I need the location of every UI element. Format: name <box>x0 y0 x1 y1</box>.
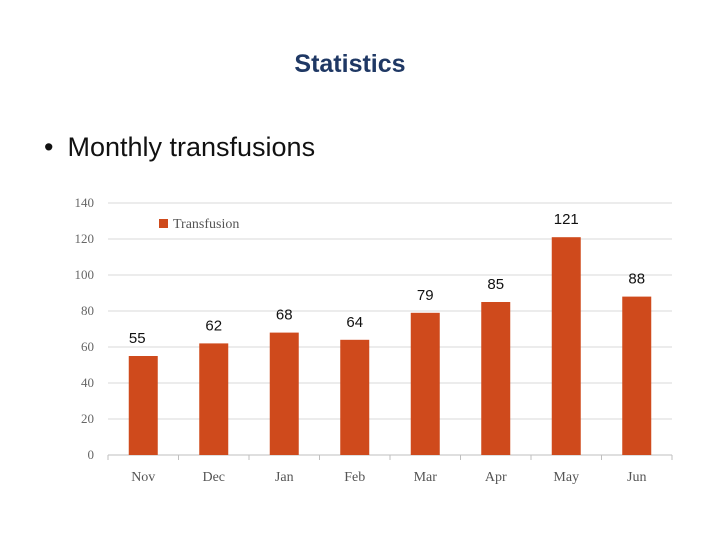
bar <box>481 302 511 455</box>
x-tick-label: Apr <box>485 470 507 485</box>
x-tick-label: Feb <box>344 470 365 485</box>
slide-title: Statistics <box>294 50 406 78</box>
y-tick-label: 140 <box>75 195 95 210</box>
bar <box>269 332 299 455</box>
data-label: 62 <box>205 317 222 334</box>
data-label: 55 <box>129 330 146 347</box>
x-tick-label: Nov <box>131 470 155 485</box>
y-tick-label: 60 <box>81 339 94 354</box>
data-label: 85 <box>487 276 504 293</box>
x-tick-label: Jun <box>627 470 646 485</box>
y-tick-label: 20 <box>81 411 94 426</box>
bullet-dot: • <box>44 132 54 162</box>
bar <box>551 237 581 455</box>
legend-swatch <box>159 219 168 228</box>
x-tick-label: Mar <box>414 470 438 485</box>
bar <box>410 312 440 455</box>
data-label: 121 <box>554 211 579 228</box>
bar <box>199 343 229 455</box>
y-tick-label: 120 <box>75 231 95 246</box>
data-label: 64 <box>346 314 363 331</box>
legend-label: Transfusion <box>173 217 239 232</box>
data-label: 68 <box>276 307 293 324</box>
bullet-item: • Monthly transfusions <box>44 132 315 163</box>
bullet-text: Monthly transfusions <box>67 132 316 162</box>
x-tick-label: Dec <box>202 470 225 485</box>
y-tick-label: 100 <box>75 267 95 282</box>
x-tick-label: Jan <box>275 470 294 485</box>
y-tick-label: 40 <box>81 375 94 390</box>
data-label: 79 <box>417 287 434 304</box>
data-label: 88 <box>628 271 645 288</box>
bar <box>128 356 158 455</box>
x-tick-label: May <box>553 470 579 485</box>
bar <box>622 296 652 455</box>
y-tick-label: 80 <box>81 303 94 318</box>
y-tick-label: 0 <box>88 447 95 462</box>
bar <box>340 339 370 455</box>
